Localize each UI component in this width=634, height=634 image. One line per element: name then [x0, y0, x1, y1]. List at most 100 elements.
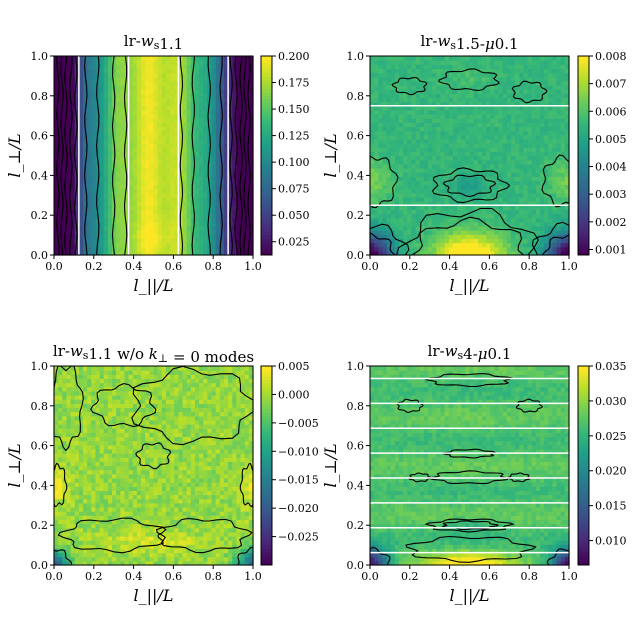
heatmap-cell [174, 192, 179, 198]
heatmap-cell [423, 184, 429, 190]
heatmap-cell [473, 225, 479, 231]
heatmap-cell [498, 238, 504, 244]
heatmap-cell [136, 250, 142, 256]
heatmap-cell [544, 60, 549, 65]
heatmap-cell [519, 151, 524, 157]
heatmap-cell [519, 126, 524, 132]
heatmap-cell [407, 105, 413, 111]
heatmap-cell [531, 238, 537, 244]
heatmap-cell [186, 217, 192, 223]
heatmap-cell [374, 230, 379, 235]
heatmap-cell [248, 151, 254, 157]
heatmap-cell [145, 72, 150, 78]
heatmap-cell [461, 242, 466, 248]
heatmap-cell [535, 176, 541, 181]
heatmap-cell [194, 147, 200, 152]
heatmap-cell [228, 80, 233, 86]
heatmap-cell [411, 64, 417, 70]
heatmap-cell [58, 366, 63, 371]
heatmap-cell [535, 89, 541, 94]
heatmap-cell [378, 205, 384, 210]
heatmap-cell [203, 234, 208, 240]
heatmap-cell [182, 217, 188, 223]
heatmap-cell [70, 188, 76, 194]
heatmap-cell [415, 213, 421, 219]
heatmap-cell [407, 64, 413, 70]
heatmap-cell [382, 234, 388, 240]
heatmap-cell [432, 163, 437, 169]
heatmap-cell [70, 201, 76, 206]
heatmap-cell [228, 147, 233, 152]
heatmap-cell [203, 105, 208, 111]
heatmap-cell [95, 64, 101, 70]
heatmap-cell [523, 109, 529, 115]
heatmap-cell [182, 180, 188, 186]
heatmap-cell [54, 209, 59, 215]
heatmap-cell [136, 180, 142, 186]
colorbar-segment [261, 158, 272, 163]
heatmap-cell [523, 147, 529, 152]
heatmap-cell [423, 64, 429, 70]
heatmap-cell [564, 138, 570, 144]
heatmap-cell [506, 105, 512, 111]
heatmap-cell [207, 167, 213, 173]
heatmap-cell [382, 225, 388, 231]
heatmap-cell [544, 72, 549, 78]
heatmap-cell [494, 242, 500, 248]
heatmap-cell [370, 93, 375, 99]
heatmap-cell [448, 85, 454, 90]
heatmap-cell [199, 213, 204, 219]
heatmap-cell [465, 225, 471, 231]
heatmap-cell [174, 213, 179, 219]
heatmap-cell [182, 126, 188, 132]
heatmap-cell [564, 114, 570, 119]
heatmap-cell [448, 60, 454, 65]
heatmap-cell [132, 147, 138, 152]
heatmap-cell [465, 118, 471, 123]
heatmap-cell [452, 118, 458, 123]
heatmap-cell [403, 134, 408, 140]
heatmap-cell [223, 101, 229, 107]
colorbar-segment [261, 152, 272, 156]
heatmap-cell [78, 205, 84, 210]
heatmap-cell [215, 188, 221, 194]
heatmap-cell [107, 230, 113, 235]
heatmap-cell [444, 246, 450, 252]
heatmap-cell [539, 85, 545, 90]
heatmap-cell [399, 114, 404, 119]
heatmap-cell [54, 415, 59, 421]
heatmap-cell [58, 461, 63, 467]
heatmap-cell [394, 246, 400, 252]
heatmap-cell [186, 97, 192, 103]
heatmap-cell [99, 213, 105, 219]
heatmap-cell [116, 205, 121, 210]
heatmap-cell [486, 80, 491, 86]
heatmap-cell [502, 163, 508, 169]
heatmap-cell [531, 130, 537, 136]
heatmap-cell [54, 556, 59, 562]
heatmap-cell [556, 250, 562, 256]
heatmap-cell [58, 552, 63, 558]
heatmap-cell [211, 196, 217, 202]
heatmap-cell [178, 196, 184, 202]
heatmap-cell [386, 167, 392, 173]
heatmap-cell [498, 172, 504, 177]
heatmap-cell [58, 238, 63, 244]
heatmap-cell [182, 97, 188, 103]
heatmap-cell [552, 176, 558, 181]
heatmap-cell [120, 155, 126, 161]
heatmap-cell [560, 68, 566, 74]
heatmap-cell [62, 527, 68, 533]
heatmap-cell [170, 217, 175, 223]
heatmap-cell [436, 196, 442, 202]
colorbar-segment [261, 109, 272, 113]
heatmap-cell [432, 192, 437, 198]
heatmap-cell [469, 213, 475, 219]
heatmap-cell [523, 246, 529, 252]
heatmap-cell [136, 159, 142, 165]
heatmap-cell [407, 159, 413, 165]
colorbar-segment [261, 201, 272, 206]
heatmap-cell [136, 221, 142, 227]
heatmap-cell [132, 155, 138, 161]
heatmap-cell [399, 118, 404, 123]
